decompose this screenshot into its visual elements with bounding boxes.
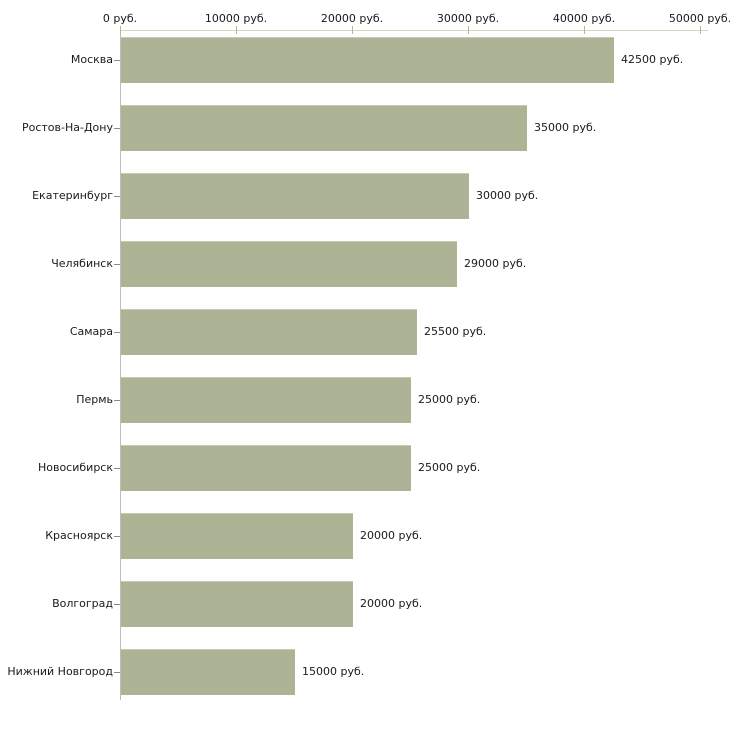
category-label: Челябинск bbox=[51, 257, 113, 270]
bar bbox=[121, 649, 295, 695]
category-label: Волгоград bbox=[52, 597, 113, 610]
x-axis-tick bbox=[120, 26, 121, 34]
x-axis-tick bbox=[236, 26, 237, 34]
value-label: 25000 руб. bbox=[418, 461, 481, 474]
category-label: Новосибирск bbox=[37, 461, 113, 474]
category-tick bbox=[114, 468, 120, 469]
bar bbox=[121, 241, 457, 287]
x-axis-tick-label: 30000 руб. bbox=[436, 12, 500, 25]
bar bbox=[121, 309, 417, 355]
bar bbox=[121, 513, 353, 559]
category-tick bbox=[114, 128, 120, 129]
bar bbox=[121, 173, 469, 219]
category-label: Красноярск bbox=[45, 529, 113, 542]
y-axis-line bbox=[120, 30, 121, 700]
category-label: Самара bbox=[69, 325, 113, 338]
category-tick bbox=[114, 196, 120, 197]
x-axis-tick-label: 0 руб. bbox=[102, 12, 138, 25]
x-axis-tick bbox=[584, 26, 585, 34]
bar bbox=[121, 377, 411, 423]
x-axis-tick-label: 40000 руб. bbox=[552, 12, 616, 25]
category-tick bbox=[114, 536, 120, 537]
value-label: 29000 руб. bbox=[464, 257, 527, 270]
category-label: Ростов-На-Дону bbox=[21, 121, 113, 134]
x-axis-tick bbox=[352, 26, 353, 34]
x-axis-tick-label: 20000 руб. bbox=[320, 12, 384, 25]
value-label: 20000 руб. bbox=[360, 529, 423, 542]
value-label: 30000 руб. bbox=[476, 189, 539, 202]
value-label: 35000 руб. bbox=[534, 121, 597, 134]
bar bbox=[121, 581, 353, 627]
category-label: Пермь bbox=[76, 393, 113, 406]
value-label: 25500 руб. bbox=[424, 325, 487, 338]
category-tick bbox=[114, 400, 120, 401]
bar bbox=[121, 445, 411, 491]
value-label: 42500 руб. bbox=[621, 53, 684, 66]
category-tick bbox=[114, 60, 120, 61]
bar bbox=[121, 37, 614, 83]
value-label: 15000 руб. bbox=[302, 665, 365, 678]
bar bbox=[121, 105, 527, 151]
category-tick bbox=[114, 604, 120, 605]
x-axis-tick bbox=[700, 26, 701, 34]
category-label: Нижний Новгород bbox=[7, 665, 113, 678]
value-label: 25000 руб. bbox=[418, 393, 481, 406]
category-tick bbox=[114, 332, 120, 333]
x-axis-tick-label: 10000 руб. bbox=[204, 12, 268, 25]
x-axis-tick-label: 50000 руб. bbox=[668, 12, 730, 25]
category-label: Москва bbox=[70, 53, 113, 66]
x-axis-line bbox=[120, 30, 708, 31]
category-tick bbox=[114, 264, 120, 265]
category-tick bbox=[114, 672, 120, 673]
x-axis-tick bbox=[468, 26, 469, 34]
value-label: 20000 руб. bbox=[360, 597, 423, 610]
category-label: Екатеринбург bbox=[32, 189, 113, 202]
